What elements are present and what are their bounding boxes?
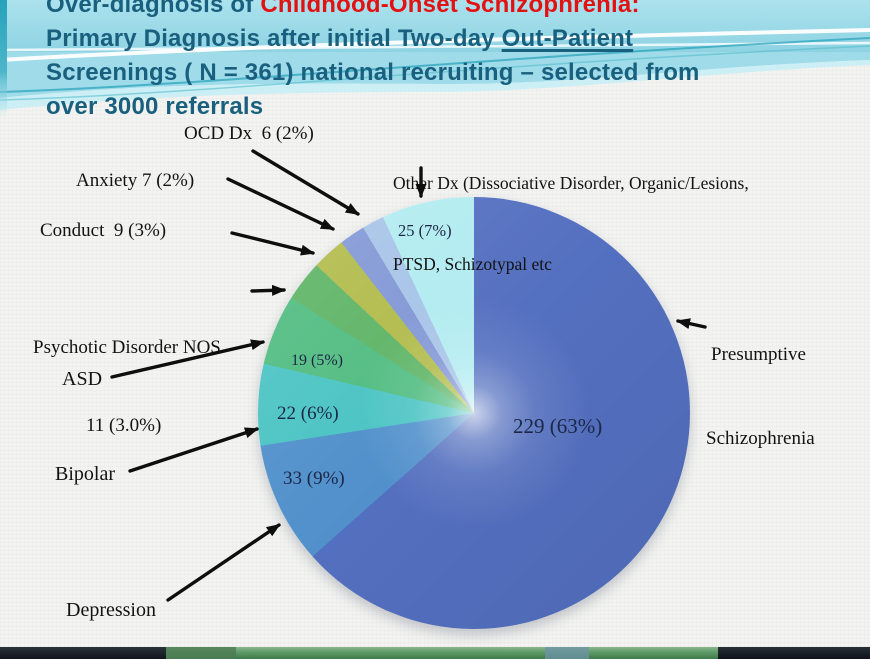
title-line-4: over 3000 referrals	[46, 93, 264, 120]
callout-ocd: OCD Dx 6 (2%)	[184, 123, 314, 144]
slide-title: Over-diagnosis of Childhood-Onset Schizo…	[46, 0, 846, 124]
title-line-1: Over-diagnosis of Childhood-Onset Schizo…	[46, 0, 640, 18]
callout-conduct: Conduct 9 (3%)	[40, 220, 167, 241]
callout-other: Other Dx (Dissociative Disorder, Organic…	[393, 173, 749, 274]
pie-value-asd: 19 (5%)	[291, 352, 343, 369]
callout-asd: ASD	[62, 368, 103, 390]
callout-bipolar: Bipolar	[55, 463, 115, 485]
pie-value-depression: 33 (9%)	[283, 468, 345, 489]
title-line-3: Screenings ( N = 361) national recruitin…	[46, 59, 700, 86]
pie-value-presumptive: 229 (63%)	[513, 414, 603, 438]
callout-anxiety: Anxiety 7 (2%)	[76, 170, 195, 191]
strip-segment-green	[166, 647, 718, 659]
strip-segment-left	[0, 647, 166, 659]
pie-value-bipolar: 22 (6%)	[277, 403, 339, 424]
callout-presumptive-schizophrenia: Presumptive Schizophrenia	[706, 344, 815, 449]
callout-depression: Depression	[66, 599, 156, 621]
title-line-2: Primary Diagnosis after initial Two-day …	[46, 25, 634, 52]
strip-segment-right	[718, 647, 870, 659]
background-window-strip	[0, 647, 870, 659]
pie-value-other: 25 (7%)	[398, 221, 452, 240]
